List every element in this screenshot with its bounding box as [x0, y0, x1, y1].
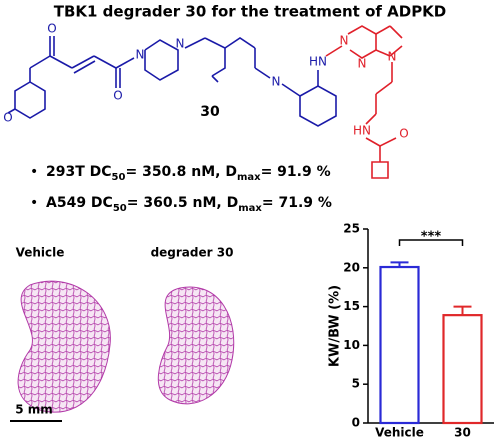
text-run: = 91.9 %: [261, 164, 331, 180]
y-tick-label: 15: [343, 299, 360, 313]
subscript: 50: [112, 172, 126, 183]
compound-label: 30: [200, 104, 220, 120]
subscript: max: [238, 203, 262, 214]
title: TBK1 degrader 30 for the treatment of AD…: [54, 3, 447, 21]
text-run: = 71.9 %: [262, 195, 332, 211]
kidney-image: [17, 280, 111, 413]
image-label: Vehicle: [16, 246, 65, 260]
bullet-text: A549 DC50= 360.5 nM, Dmax= 71.9 %: [46, 195, 332, 214]
structure-red: [325, 25, 403, 179]
atom: O: [3, 111, 12, 125]
atom: HN: [353, 124, 371, 138]
y-tick-label: 5: [352, 377, 360, 391]
kidney-image: [157, 286, 235, 405]
bar: [379, 265, 420, 425]
significance-bracket: [398, 239, 464, 246]
text-run: = 360.5 nM, D: [127, 195, 238, 211]
bullet-dot: •: [30, 164, 38, 180]
atom: N: [358, 57, 367, 71]
x-tick-label: Vehicle: [375, 426, 424, 440]
text-run: A549 DC: [46, 195, 113, 211]
scale-label: 5 mm: [15, 403, 53, 417]
atom: N: [340, 34, 349, 48]
bullet-list: • 293T DC50= 350.8 nM, Dmax= 91.9 %• A549 …: [30, 164, 332, 214]
x-tick-label: 30: [454, 426, 471, 440]
atom: HN: [309, 55, 327, 69]
atom: O: [399, 127, 408, 141]
y-axis-label: KW/BW (%): [328, 285, 343, 367]
significance-label: ***: [421, 230, 442, 245]
atom: O: [113, 89, 122, 103]
atom: N: [388, 50, 397, 64]
y-tick-label: 20: [343, 260, 360, 274]
atom: N: [272, 75, 281, 89]
atom: N: [176, 37, 185, 51]
subscript: max: [237, 172, 261, 183]
text-run: 293T DC: [46, 164, 112, 180]
y-tick-label: 10: [343, 338, 360, 352]
atom: O: [47, 22, 56, 36]
bullet-text: 293T DC50= 350.8 nM, Dmax= 91.9 %: [46, 164, 331, 183]
structure-blue: [7, 36, 337, 127]
bar-chart: 0 5 10 15 20 25 KW/BW (%) Vehicle 30 ***: [328, 222, 494, 440]
y-tick-label: 25: [343, 222, 360, 236]
subscript: 50: [113, 203, 127, 214]
image-label: degrader 30: [151, 246, 234, 260]
bar: [442, 314, 483, 425]
y-tick-label: 0: [352, 416, 360, 430]
atom: N: [136, 48, 145, 62]
text-run: = 350.8 nM, D: [125, 164, 236, 180]
bullet-dot: •: [30, 195, 38, 211]
